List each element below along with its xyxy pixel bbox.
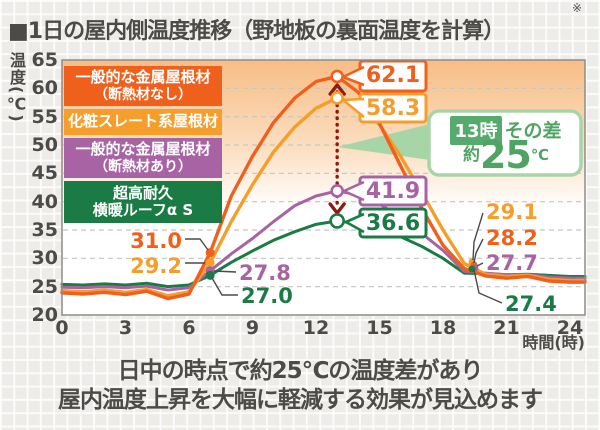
x-tick-label: 21 [493,317,520,339]
legend-label-2: 横暖ルーフα S [92,201,194,219]
callout-approx: 約 [462,145,480,165]
y-tick-label: 65 [31,49,58,71]
peak-value-metal-no-insulation: 62.1 [365,63,421,88]
evening-value-slate: 29.1 [486,200,538,224]
y-tick-label: 55 [31,105,58,128]
y-tick-label: 20 [31,304,58,326]
footnote-mark: ※ [572,1,583,15]
callout-row-value: 約25℃ [438,133,574,177]
legend-label: 一般的な金属屋根材 [75,140,211,159]
y-tick-label: 45 [31,162,58,185]
y-tick-label: 40 [31,190,58,213]
x-axis-title: 時間(時) [522,333,585,352]
x-tick-label: 15 [366,317,393,339]
peak-value-metal-insulated: 41.9 [365,179,421,204]
y-axis-title: 温度(℃) [7,52,26,123]
page-title: ■1日の屋内側温度推移（野地板の裏面温度を計算） [8,19,505,44]
callout-time-badge: 13時 [450,116,502,145]
legend-item-yokodan-roof: 超高耐久 横暖ルーフα S [64,181,222,223]
y-tick-label: 30 [31,247,58,270]
callout-value: 25 [479,133,532,177]
evening-value-metal-no-insulation: 28.2 [486,226,538,250]
callout-diff-label: その差 [504,120,562,142]
morning-value-yokodan: 27.0 [241,284,293,308]
legend-item-metal-insulated: 一般的な金属屋根材 （断熱材あり） [64,138,222,178]
legend-item-metal-no-insulation: 一般的な金属屋根材 （断熱材なし） [64,66,222,106]
callout-row-time: 13時 その差 [438,116,574,145]
x-tick-label: 18 [429,317,457,339]
legend-label-2: （断熱材なし） [94,86,192,103]
x-tick-label: 12 [302,317,330,339]
morning-value-metal-no-insulation: 31.0 [130,229,182,253]
peak-value-slate: 58.3 [365,96,421,121]
legend-label: 化粧スレート系屋根材 [67,112,218,131]
callout-unit: ℃ [530,146,550,164]
x-tick-label: 9 [245,317,260,339]
x-tick-label: 0 [55,317,69,339]
morning-value-metal-insulated: 27.8 [239,261,291,285]
legend-label-2: （断熱材あり） [94,158,192,175]
y-tick-label: 25 [31,275,58,298]
y-tick-label: 50 [31,134,58,156]
x-tick-label: 24 [556,317,584,339]
x-tick-label: 3 [118,317,133,339]
legend-label: 超高耐久 [112,183,173,202]
morning-value-slate: 29.2 [130,254,182,278]
y-tick-label: 35 [31,219,58,241]
y-tick-label: 60 [31,77,58,100]
evening-value-yokodan: 27.4 [505,292,557,316]
legend-item-slate: 化粧スレート系屋根材 [64,109,222,135]
evening-value-metal-insulated: 27.7 [486,251,538,275]
x-tick-label: 6 [182,317,196,339]
legend-label: 一般的な金属屋根材 [75,68,211,87]
footer-line-2: 屋内温度上昇を大幅に軽減する効果が見込めます [58,387,543,413]
footer-line-1: 日中の時点で約25℃の温度差があり [117,358,484,384]
peak-value-yokodan: 36.6 [365,211,421,236]
